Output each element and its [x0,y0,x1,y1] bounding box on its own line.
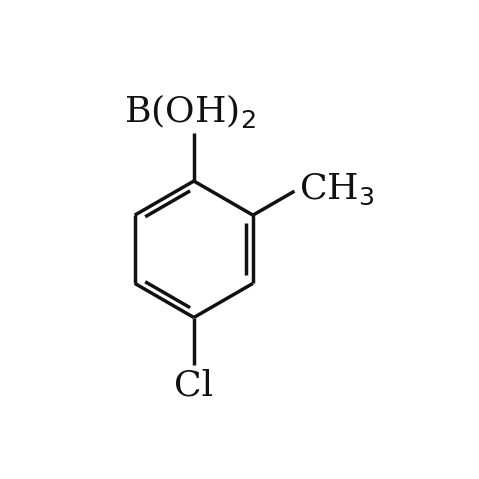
Text: CH$_3$: CH$_3$ [299,171,375,207]
Text: Cl: Cl [174,368,214,402]
Text: B(OH)$_2$: B(OH)$_2$ [124,92,256,130]
